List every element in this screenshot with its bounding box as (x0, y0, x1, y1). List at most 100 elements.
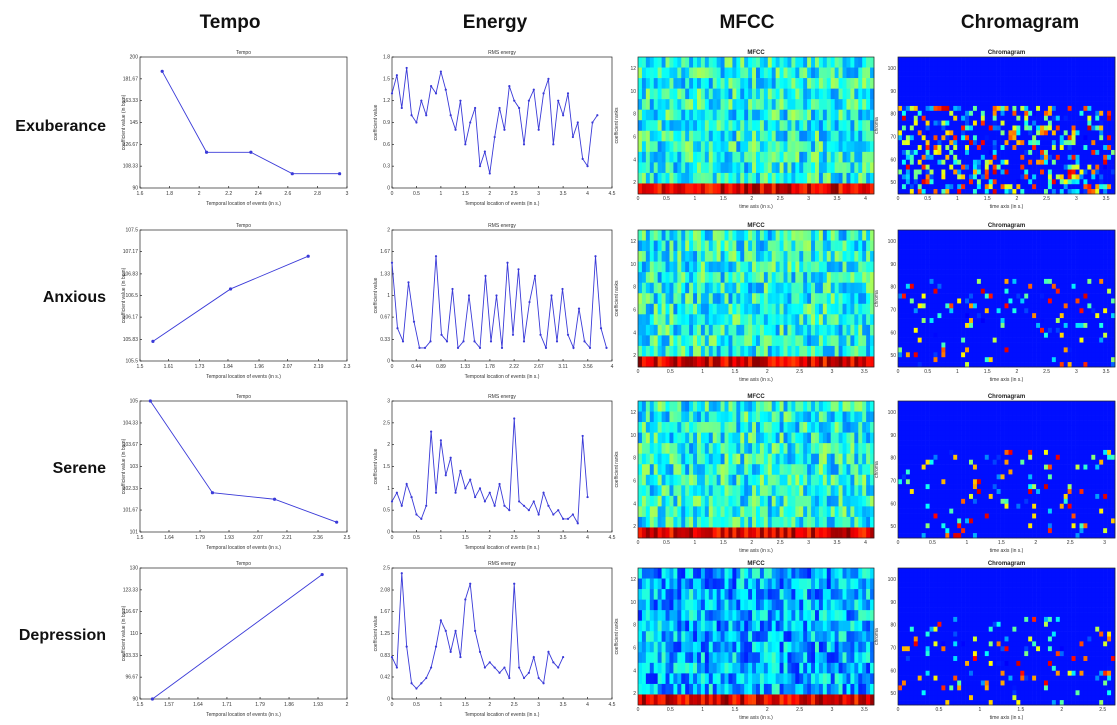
heat-cell (854, 527, 859, 539)
heat-cell (720, 694, 725, 706)
heat-cell (712, 120, 717, 132)
heat-cell (795, 631, 800, 643)
heat-cell (937, 86, 942, 92)
heat-cell (818, 141, 824, 153)
heat-cell (775, 464, 780, 476)
heat-cell (1012, 57, 1017, 63)
heat-cell (673, 474, 678, 486)
heat-cell (1099, 91, 1104, 97)
heat-cell (862, 356, 867, 368)
heat-cell (763, 356, 769, 368)
heat-cell (858, 485, 863, 497)
heat-cell (1059, 159, 1065, 165)
heat-cell (976, 71, 982, 77)
heat-cell (1091, 164, 1096, 170)
x-tick-label: 2.5 (511, 191, 518, 197)
heat-cell (1047, 57, 1053, 63)
heat-cell (953, 66, 958, 72)
y-tick-label: 1.2 (383, 98, 390, 104)
heat-cell (767, 610, 773, 621)
heat-cell (661, 251, 666, 262)
y-tick-label: 0.42 (380, 674, 390, 680)
heat-cell (681, 67, 686, 79)
heat-cell (815, 151, 820, 163)
data-point (425, 676, 428, 680)
heat-cell (1099, 71, 1104, 77)
heat-cell (716, 641, 721, 653)
heat-cell (791, 151, 796, 163)
heat-cell (901, 76, 907, 82)
heat-cell (756, 599, 761, 611)
heat-cell (638, 453, 643, 465)
heat-cell (965, 164, 970, 170)
heat-cell (638, 422, 643, 433)
heat-cell (744, 88, 749, 100)
heat-cell (677, 589, 682, 600)
heat-cell (830, 261, 835, 273)
heat-cell (929, 86, 934, 92)
heat-cell (775, 240, 780, 252)
heat-cell (697, 411, 702, 423)
heat-cell (771, 641, 776, 653)
heat-cell (818, 578, 824, 590)
heat-cell (783, 495, 788, 507)
heat-cell (1075, 149, 1080, 156)
heat-cell (1016, 105, 1021, 112)
heat-cell (779, 172, 784, 184)
heat-cell (740, 109, 745, 121)
heat-cell (704, 303, 710, 315)
heat-cell (969, 86, 974, 92)
data-point (542, 92, 545, 95)
heat-cell (653, 464, 658, 476)
heat-cell (1024, 86, 1029, 92)
heat-cell (1024, 61, 1029, 68)
heat-cell (1012, 164, 1017, 170)
heat-cell (681, 506, 686, 518)
heat-cell (980, 81, 986, 87)
heat-cell (724, 527, 729, 539)
heat-cell (795, 411, 800, 423)
heat-cell (795, 282, 800, 294)
heat-cell (1063, 115, 1068, 121)
heat-cell (1059, 115, 1065, 121)
heat-cell (1091, 135, 1096, 141)
heat-cell (799, 130, 804, 142)
heat-cell (866, 516, 871, 528)
heat-cell (689, 120, 694, 132)
heat-cell (1107, 71, 1112, 77)
heat-cell (720, 151, 725, 163)
heat-cell (854, 345, 859, 357)
heat-cell (732, 694, 737, 706)
y-tick-label: 0 (387, 697, 390, 703)
heat-cell (748, 673, 753, 685)
heat-cell (740, 335, 745, 347)
heat-cell (1091, 105, 1096, 112)
heat-cell (756, 251, 761, 262)
heat-cell (1083, 76, 1088, 82)
heat-cell (756, 282, 761, 294)
heat-cell (665, 641, 670, 653)
heat-cell (984, 110, 990, 117)
heat-cell (818, 673, 824, 685)
heat-cell (850, 495, 855, 507)
heat-cell (767, 652, 773, 664)
heat-cell (933, 169, 938, 175)
plot-frame (139, 400, 348, 533)
heat-cell (811, 345, 816, 357)
heat-cell (830, 599, 835, 611)
heat-cell (830, 240, 835, 252)
heat-cell (913, 57, 919, 63)
heat-cell (937, 145, 942, 151)
heat-cell (905, 61, 911, 68)
heat-cell (661, 88, 666, 100)
heat-cell (716, 272, 721, 283)
heat-cell (1047, 145, 1053, 151)
heat-cell (976, 105, 982, 112)
heat-cell (957, 125, 962, 131)
heat-cell (850, 589, 855, 600)
heat-cell (649, 631, 655, 643)
data-point (605, 346, 608, 349)
heat-cell (1020, 154, 1025, 161)
data-point (557, 666, 560, 669)
heat-cell (898, 115, 903, 121)
